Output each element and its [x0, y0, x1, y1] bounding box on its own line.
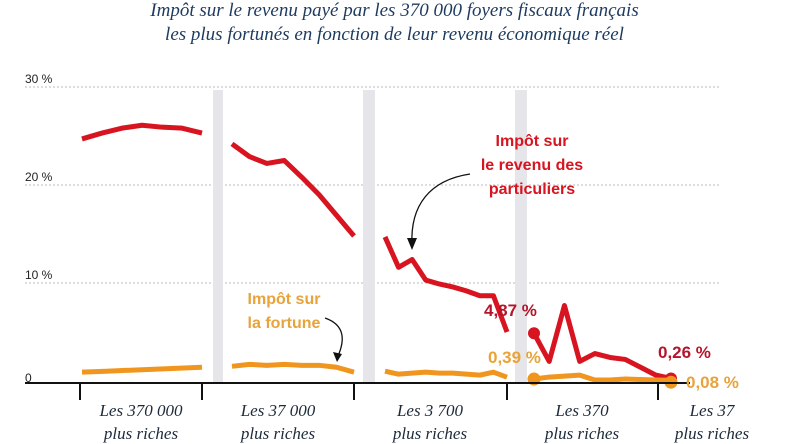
ir-series-label-3: particuliers [489, 181, 575, 198]
group-separator [363, 90, 375, 383]
ir-label-arrowhead [407, 238, 417, 250]
y-tick-label: 0 [25, 371, 32, 385]
ifi-series-line-group-3 [384, 368, 508, 380]
ir-label-arrow [411, 173, 471, 246]
ifi-series-label-2: la fortune [248, 315, 321, 332]
x-category-label: Les 3 700 [396, 401, 464, 420]
x-category-label: plus riches [392, 424, 468, 443]
ifi-series-line-group-4 [533, 372, 672, 383]
ir-value-label-37: 0,26 % [658, 343, 711, 362]
ir-series-label-2: le revenu des [481, 157, 583, 174]
ifi-series-line-group-1 [81, 364, 203, 375]
ifi-label-arrow [324, 317, 343, 357]
ifi-value-label-37: 0,08 % [686, 373, 739, 392]
x-category-label: plus riches [544, 424, 620, 443]
ir-series-label-1: Impôt sur [496, 133, 569, 150]
x-category-label: Les 370 000 [98, 401, 183, 420]
x-category-label: Les 37 000 [240, 401, 316, 420]
group-separator [213, 90, 223, 383]
chart-title-line-2: les plus fortunés en fonction de leur re… [165, 24, 624, 45]
y-tick-label: 30 % [25, 72, 53, 86]
ir-series-line-group-3 [382, 235, 510, 333]
ifi-value-label-3700: 0,39 % [488, 348, 541, 367]
x-category-label: plus riches [103, 424, 179, 443]
y-tick-label: 10 % [25, 268, 53, 282]
group-separator [515, 90, 527, 383]
x-category-label: plus riches [674, 424, 750, 443]
x-category-label: Les 370 [554, 401, 609, 420]
ir-series-line-group-1 [81, 122, 203, 142]
ifi-series-label-1: Impôt sur [248, 291, 321, 308]
ifi-label-arrowhead [333, 352, 342, 362]
x-category-label: plus riches [240, 424, 316, 443]
ir-series-line-group-2 [230, 141, 356, 238]
x-category-label: Les 37 [689, 401, 736, 420]
ir-start-point [528, 327, 540, 340]
ir-series-line-group-4 [531, 303, 672, 381]
ifi-series-line-group-2 [231, 361, 355, 375]
chart-title-line-1: Impôt sur le revenu payé par les 370 000… [150, 0, 639, 21]
ir-value-label-370: 4,87 % [484, 301, 537, 320]
y-tick-label: 20 % [25, 170, 53, 184]
